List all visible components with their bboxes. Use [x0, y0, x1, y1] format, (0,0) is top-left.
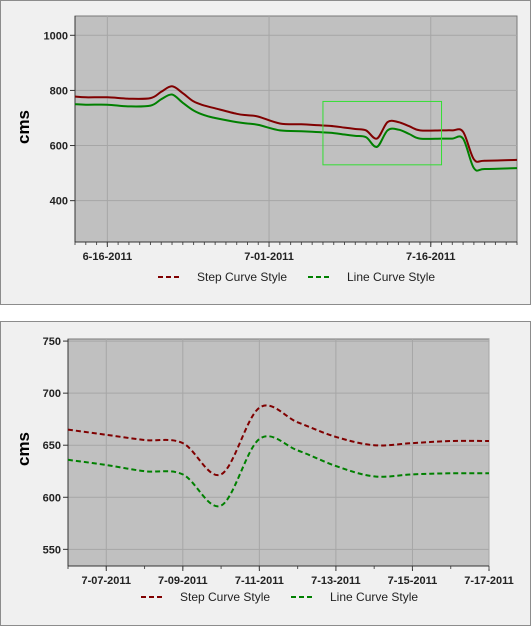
bottom-chart-panel: 550 600 650 700 750 7-07-2011 7-09-2011 7-11-20… [0, 321, 531, 626]
legend-label: Step Curve Style [197, 270, 287, 284]
chart-svg-1: 400 600 800 1000 6-16-2011 7-01-2011 7-16-2011… [14, 15, 518, 284]
y-tick-label: 650 [43, 440, 61, 452]
y-axis-label: cms [14, 432, 33, 466]
plot-area [74, 15, 518, 243]
x-tick-label: 7-16-2011 [406, 251, 456, 263]
y-tick-label: 750 [43, 336, 61, 348]
series-line-1 [67, 404, 490, 476]
legend-label: Step Curve Style [180, 590, 270, 604]
y-tick-label: 800 [50, 85, 68, 97]
x-tick-label: 7-11-2011 [235, 575, 284, 587]
y-tick-label: 700 [43, 388, 61, 400]
x-tick-label: 7-17-2011 [464, 575, 514, 587]
x-tick-label: 7-01-2011 [244, 251, 294, 263]
series-line-2 [67, 435, 490, 508]
x-tick-label: 7-09-2011 [158, 575, 208, 587]
x-tick-label: 6-16-2011 [83, 251, 133, 263]
top-chart-panel: 400 600 800 1000 6-16-2011 7-01-2011 7-16-2011… [0, 0, 531, 305]
series-line-1 [74, 85, 518, 163]
legend-label: Line Curve Style [347, 270, 435, 284]
y-tick-label: 600 [43, 492, 61, 504]
y-axis-label: cms [14, 110, 33, 144]
y-tick-label: 550 [43, 544, 61, 556]
plot-area [67, 338, 490, 567]
y-tick-label: 600 [50, 141, 68, 153]
x-tick-label: 7-15-2011 [388, 575, 438, 587]
x-tick-label: 7-07-2011 [81, 575, 131, 587]
y-tick-label: 1000 [44, 30, 68, 42]
y-tick-label: 400 [50, 196, 68, 208]
chart-svg-2: 550 600 650 700 750 7-07-2011 7-09-2011 7-11-20… [14, 336, 514, 604]
legend-label: Line Curve Style [330, 590, 418, 604]
zoom-selection-box[interactable] [322, 100, 443, 166]
x-tick-label: 7-13-2011 [311, 575, 361, 587]
series-line-2 [74, 93, 518, 172]
